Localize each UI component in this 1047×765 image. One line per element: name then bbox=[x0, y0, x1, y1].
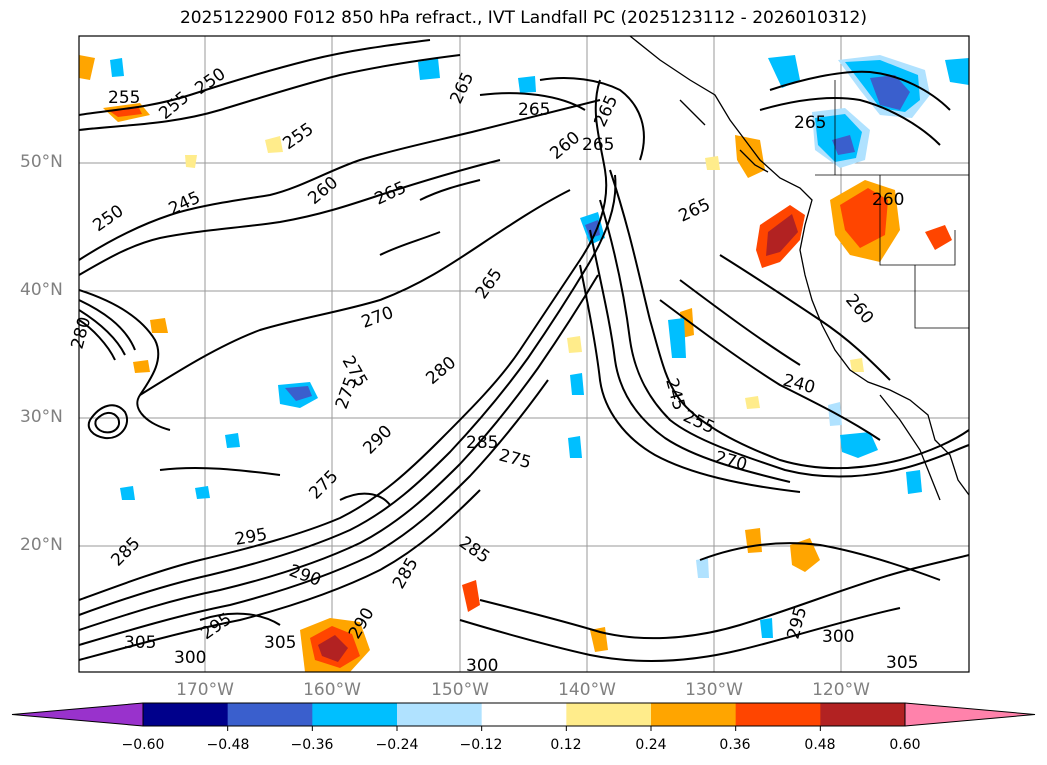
colorbar-tick-label: 0.36 bbox=[719, 737, 751, 753]
contour-label: 260 bbox=[546, 128, 584, 164]
colorbar-bin bbox=[397, 703, 483, 726]
colorbar-tick-label: −0.12 bbox=[459, 737, 503, 753]
anomaly-fill-cool bbox=[110, 55, 969, 638]
lat-label-50n: 50°N bbox=[20, 152, 63, 172]
lat-label-40n: 40°N bbox=[20, 280, 63, 300]
anomaly-fill-warm bbox=[79, 55, 952, 672]
colorbar-tick-label: 0.60 bbox=[889, 737, 921, 753]
contour-label: 285 bbox=[389, 554, 423, 592]
lon-label-150w: 150°W bbox=[431, 680, 489, 700]
chart-title: 2025122900 F012 850 hPa refract., IVT La… bbox=[179, 8, 867, 28]
colorbar-tick-label: −0.24 bbox=[375, 737, 419, 753]
map-frame bbox=[78, 35, 970, 673]
contour-label: 255 bbox=[108, 88, 140, 108]
contour-label: 265 bbox=[446, 69, 478, 107]
colorbar-extend-low bbox=[12, 703, 143, 726]
contour-label: 285 bbox=[466, 433, 498, 453]
lon-label-170w: 170°W bbox=[176, 680, 234, 700]
contour-label: 275 bbox=[305, 466, 342, 503]
contour-label: 270 bbox=[713, 448, 750, 476]
contour-label: 300 bbox=[174, 648, 206, 668]
contour-label: 265 bbox=[582, 135, 614, 155]
colorbar-extend-high bbox=[905, 703, 1035, 726]
boundaries bbox=[815, 80, 969, 329]
contour-label: 260 bbox=[304, 173, 342, 209]
contour-label: 300 bbox=[466, 656, 498, 676]
colorbar-bin bbox=[651, 703, 737, 726]
contour-label: 250 bbox=[191, 64, 229, 99]
contour-label: 265 bbox=[518, 100, 550, 120]
contour-label: 250 bbox=[89, 201, 127, 236]
colorbar-tick-label: 0.48 bbox=[804, 737, 836, 753]
colorbar-bin bbox=[481, 703, 567, 726]
contour-label: 285 bbox=[107, 533, 144, 570]
contour-label: 255 bbox=[680, 406, 718, 438]
contour-label: 245 bbox=[166, 188, 204, 220]
colorbar-tick-label: 0.24 bbox=[635, 737, 667, 753]
contour-label: 300 bbox=[822, 627, 854, 647]
lon-label-120w: 120°W bbox=[812, 680, 870, 700]
colorbar bbox=[11, 702, 1036, 731]
colorbar-bin bbox=[735, 703, 821, 726]
colorbar-bin bbox=[566, 703, 652, 726]
contour-label: 240 bbox=[781, 371, 818, 399]
contour-label: 305 bbox=[124, 633, 156, 653]
contour-label: 265 bbox=[590, 92, 622, 130]
contour-label: 270 bbox=[359, 303, 396, 333]
contour-label: 245 bbox=[661, 376, 689, 413]
colorbar-bin bbox=[820, 703, 906, 726]
colorbar-tick-label: −0.48 bbox=[206, 737, 250, 753]
lat-label-20n: 20°N bbox=[20, 535, 63, 555]
contour-label: 265 bbox=[794, 113, 826, 133]
contour-label: 255 bbox=[279, 119, 317, 154]
contour-label: 260 bbox=[841, 290, 877, 328]
contour-label: 285 bbox=[455, 533, 493, 568]
contour-label: 260 bbox=[872, 190, 904, 210]
contour-label: 305 bbox=[264, 633, 296, 653]
colorbar-tick-label: −0.60 bbox=[121, 737, 165, 753]
contour-label: 275 bbox=[332, 374, 362, 411]
lon-label-160w: 160°W bbox=[303, 680, 361, 700]
colorbar-tick-label: 0.12 bbox=[550, 737, 582, 753]
contour-label: 265 bbox=[372, 178, 410, 210]
lon-label-140w: 140°W bbox=[558, 680, 616, 700]
coastlines bbox=[629, 36, 969, 501]
lon-label-130w: 130°W bbox=[685, 680, 743, 700]
gridlines bbox=[79, 36, 969, 672]
lat-label-30n: 30°N bbox=[20, 407, 63, 427]
contour-label: 305 bbox=[886, 653, 918, 673]
contour-label: 275 bbox=[497, 446, 534, 474]
colorbar-tick-label: −0.36 bbox=[290, 737, 334, 753]
contour-label: 265 bbox=[472, 265, 507, 303]
contour-label: 265 bbox=[676, 195, 714, 227]
contour-label: 280 bbox=[422, 353, 460, 389]
colorbar-bin bbox=[227, 703, 313, 726]
colorbar-bin bbox=[312, 703, 398, 726]
refractivity-contours bbox=[79, 39, 969, 662]
contour-label: 290 bbox=[359, 421, 396, 458]
contour-label: 280 bbox=[68, 315, 96, 352]
colorbar-bin bbox=[143, 703, 229, 726]
